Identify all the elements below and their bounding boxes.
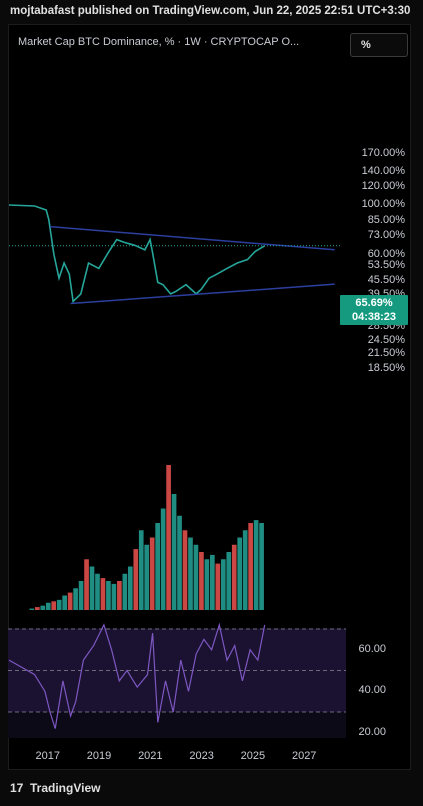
tradingview-footer[interactable]: 17 TradingView (10, 781, 100, 795)
volume-bar (51, 601, 57, 610)
bar-countdown: 04:38:23 (351, 311, 397, 323)
volume-bar (133, 549, 139, 610)
price-axis-label: 53.50% (367, 258, 405, 271)
volume-bar (193, 544, 199, 610)
time-axis-label: 2023 (189, 750, 214, 762)
price-axis-label: 60.00% (367, 247, 405, 260)
price-axis-label: 24.50% (367, 334, 405, 347)
volume-bar (166, 465, 171, 610)
rsi-axis-label: 60.00 (358, 642, 386, 655)
volume-bar (215, 563, 221, 610)
volume-bar (45, 602, 51, 610)
price-axis-label: 73.00% (367, 228, 405, 241)
time-axis-label: 2019 (86, 750, 112, 762)
rsi-series-line (8, 622, 266, 729)
volume-bar (248, 523, 253, 610)
percent-scale-button[interactable]: % (350, 33, 408, 57)
price-series-line (8, 204, 266, 304)
volume-bar (226, 552, 232, 610)
volume-bar (106, 581, 111, 610)
volume-bar (84, 559, 89, 610)
price-axis-label: 140.00% (361, 165, 405, 178)
volume-bar (67, 592, 73, 610)
volume-bar (100, 578, 106, 610)
volume-bar (237, 537, 243, 610)
time-axis-label: 2027 (291, 750, 317, 762)
trendline-upper (49, 225, 335, 251)
volume-bar (34, 607, 40, 610)
tradingview-logo-icon: 17 (10, 781, 24, 795)
volume-bar (220, 559, 226, 610)
volume-bar (210, 554, 215, 610)
volume-bar (177, 515, 182, 610)
volume-bar (204, 559, 210, 610)
price-axis-label: 45.50% (367, 274, 405, 287)
last-price-tag: 65.69% 04:38:23 (340, 295, 408, 325)
rsi-axis-label: 20.00 (358, 725, 386, 738)
price-axis-label: 120.00% (361, 180, 405, 193)
volume-bar (242, 530, 248, 610)
volume-bar (111, 583, 117, 610)
publisher-header: mojtabafast published on TradingView.com… (0, 0, 423, 24)
price-axis-label: 170.00% (361, 146, 405, 159)
price-axis-label: 100.00% (361, 198, 405, 210)
time-axis-label: 2025 (240, 750, 266, 762)
volume-bar (73, 588, 78, 610)
volume-bar (199, 552, 204, 610)
volume-bar (259, 523, 264, 610)
price-axis-label: 21.50% (367, 347, 405, 360)
last-price-value: 65.69% (355, 297, 393, 309)
volume-bar (78, 581, 84, 610)
volume-bar (117, 581, 122, 610)
volume-bar (127, 566, 133, 610)
time-axis-label: 2017 (35, 750, 60, 762)
symbol-legend[interactable]: Market Cap BTC Dominance, % · 1W · CRYPT… (18, 36, 300, 48)
volume-bar (40, 605, 46, 610)
volume-bar (155, 523, 160, 610)
volume-bar (62, 595, 68, 610)
volume-bar (138, 530, 144, 610)
time-axis-label: 2021 (138, 750, 163, 762)
volume-bar (122, 573, 128, 610)
volume-bar (171, 494, 177, 610)
volume-bar (253, 520, 259, 610)
footer-brand: TradingView (30, 781, 101, 795)
volume-bar (144, 544, 150, 610)
volume-bar (231, 544, 237, 610)
volume-bar (149, 537, 155, 610)
volume-bar (188, 537, 193, 610)
trendline-lower (70, 283, 335, 305)
volume-bar (89, 566, 95, 610)
rsi-axis-label: 40.00 (358, 684, 386, 697)
volume-bar (95, 573, 100, 610)
volume-bar (182, 530, 188, 610)
volume-bar (160, 508, 166, 610)
volume-bar (29, 608, 35, 610)
volume-bar (56, 599, 62, 610)
publisher-line: mojtabafast published on TradingView.com… (10, 5, 411, 17)
price-axis-label: 18.50% (367, 361, 405, 374)
price-axis-label: 85.00% (367, 213, 405, 226)
